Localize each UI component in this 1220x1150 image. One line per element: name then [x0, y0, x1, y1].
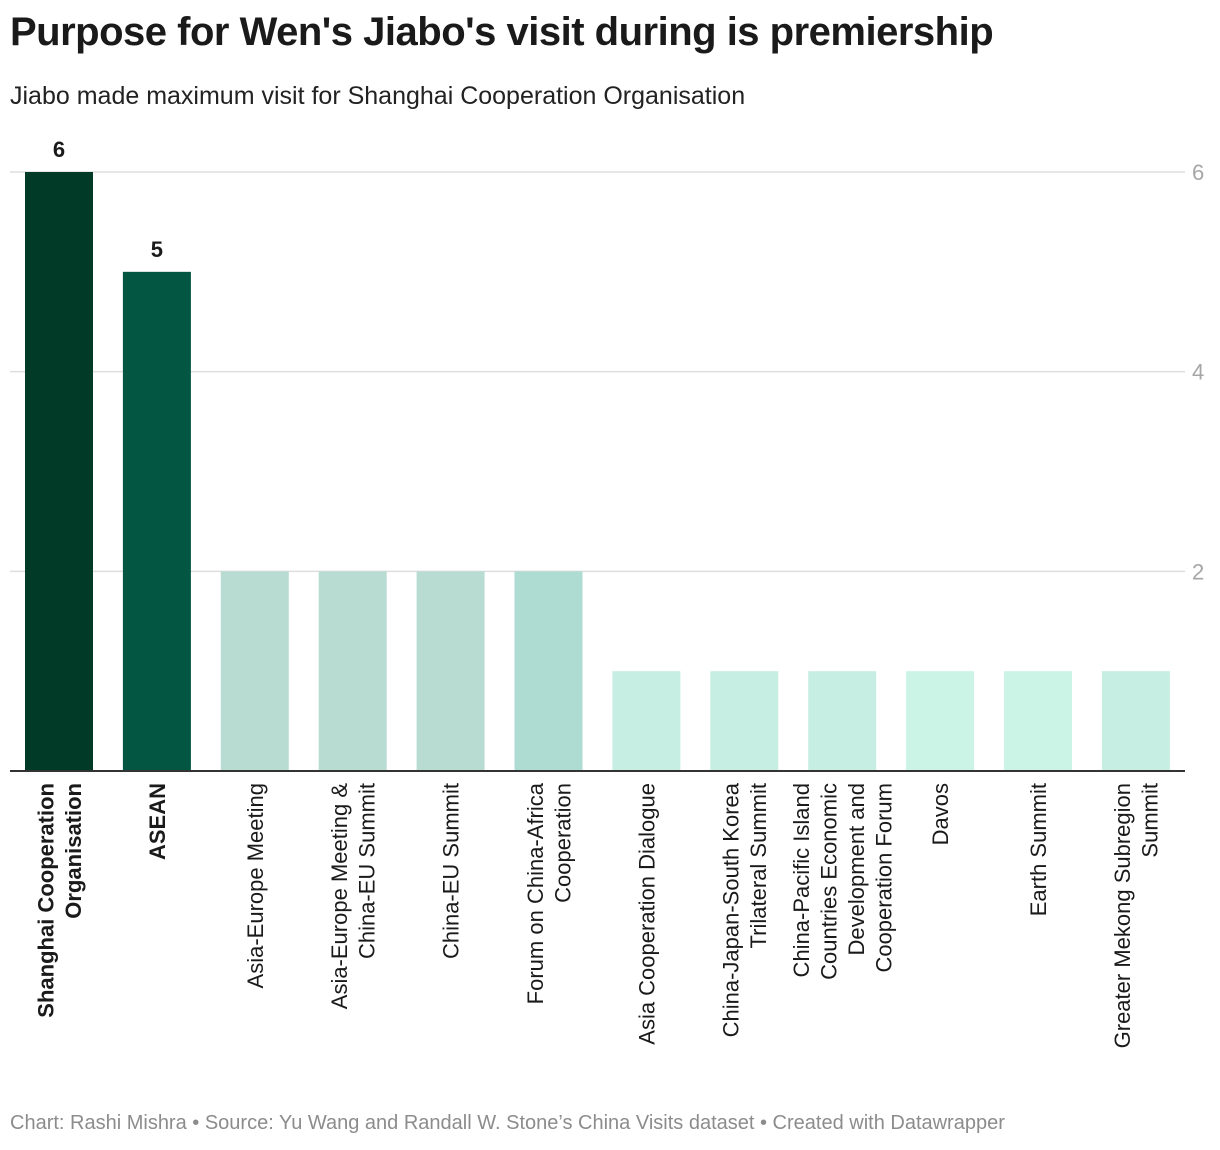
- chart-credits: Chart: Rashi Mishra • Source: Yu Wang an…: [10, 1112, 1005, 1134]
- data-label: 6: [53, 137, 65, 162]
- bar: [318, 571, 387, 771]
- bar-chart: 2 4 6 6 Shanghai Cooperation Organisation 5 ASE…: [10, 137, 1204, 1048]
- bar: [1101, 671, 1170, 771]
- y-tick-label: 6: [1192, 160, 1204, 185]
- bar: [514, 571, 583, 771]
- bar: [25, 172, 93, 771]
- chart-title: Purpose for Wen's Jiabo's visit during i…: [10, 10, 994, 54]
- x-tick-label: Davos: [928, 783, 953, 845]
- x-tick-label: China-Japan-South Korea Trilateral Summit: [719, 782, 772, 1037]
- x-tick-label: Shanghai Cooperation Organisation: [33, 783, 86, 1018]
- x-tick-label: ASEAN: [145, 783, 170, 860]
- bar: [416, 571, 485, 771]
- bar: [1004, 671, 1072, 771]
- bar: [710, 671, 779, 771]
- bar: [612, 671, 681, 771]
- x-tick-label: Asia Cooperation Dialogue: [634, 783, 659, 1045]
- x-tick-label: Greater Mekong Subregion Summit: [1110, 783, 1163, 1048]
- bar: [122, 271, 191, 771]
- bar: [808, 671, 877, 771]
- x-tick-label: Forum on China-Africa Cooperation: [523, 782, 576, 1004]
- bar: [220, 571, 289, 771]
- x-tick-label: Asia-Europe Meeting: [243, 783, 268, 988]
- data-label: 5: [151, 237, 163, 262]
- y-tick-label: 2: [1192, 559, 1204, 584]
- x-tick-label: China-Pacific Island Countries Economic De…: [789, 783, 897, 980]
- x-tick-label: China-EU Summit: [439, 783, 464, 959]
- bar: [906, 671, 975, 771]
- chart-subtitle: Jiabo made maximum visit for Shanghai Co…: [10, 82, 746, 110]
- x-tick-label: Asia-Europe Meeting & China-EU Summit: [327, 783, 380, 1010]
- y-tick-label: 4: [1192, 360, 1204, 385]
- x-tick-label: Earth Summit: [1026, 783, 1051, 916]
